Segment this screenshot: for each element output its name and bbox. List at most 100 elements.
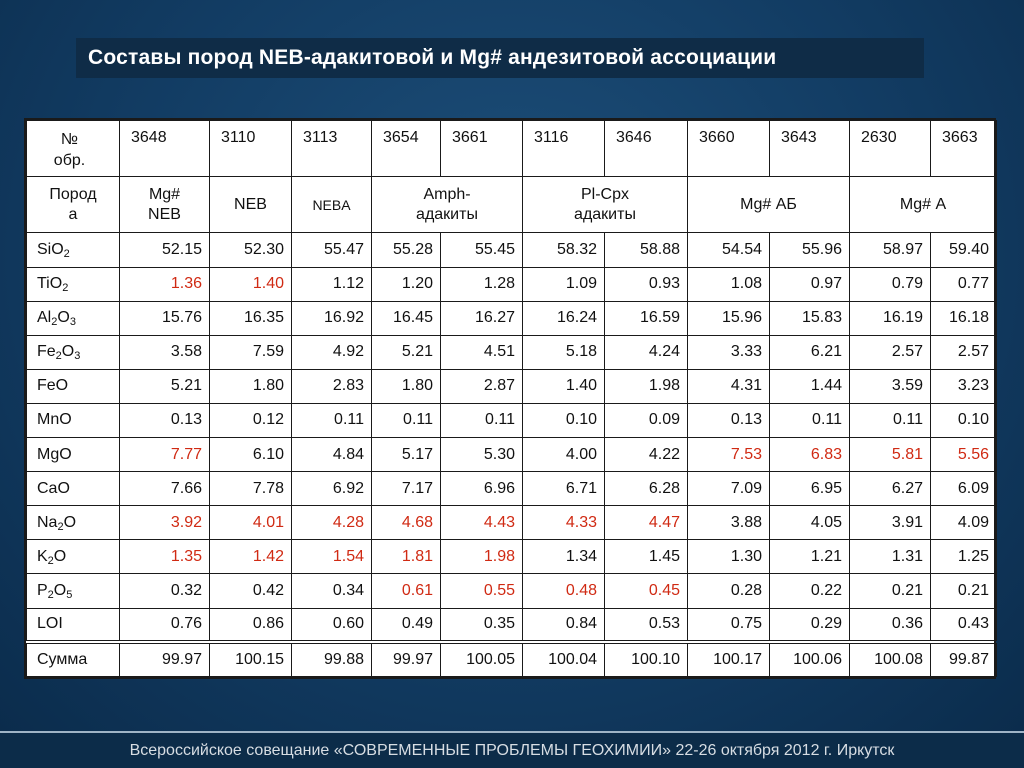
- sample-number-cell: 2630: [849, 119, 931, 178]
- sample-number-row: № обр. 3648 3110 3113 3654 3661 3116 364…: [26, 119, 997, 178]
- oxide-value-cell: 1.34: [522, 539, 605, 575]
- oxide-value-cell: 2.87: [440, 368, 523, 404]
- oxide-value-cell: 3.91: [849, 505, 931, 541]
- oxide-value-cell: 7.17: [371, 471, 441, 507]
- oxide-value-cell: 1.36: [119, 266, 210, 302]
- sample-number-cell: 3643: [769, 119, 850, 178]
- slide-footer: Всероссийское совещание «СОВРЕМЕННЫЕ ПРО…: [0, 733, 1024, 768]
- sum-cell: 99.87: [930, 640, 997, 678]
- sum-cell: 100.04: [522, 640, 605, 678]
- oxide-label-part: TiO: [37, 275, 63, 293]
- oxide-value-cell: 0.22: [769, 573, 850, 609]
- oxide-value-cell: 3.33: [687, 334, 770, 370]
- sum-cell: 100.10: [604, 640, 688, 678]
- rock-group-cell: Amph- адакиты: [371, 176, 523, 234]
- oxide-value-cell: 16.24: [522, 300, 605, 336]
- oxide-value-cell: 0.48: [522, 573, 605, 609]
- oxide-value-cell: 0.11: [440, 402, 523, 439]
- oxide-value-cell: 58.88: [604, 232, 688, 268]
- oxide-value-cell: 1.80: [371, 368, 441, 404]
- oxide-value-cell: 0.12: [209, 402, 292, 439]
- sample-number-cell: 3113: [291, 119, 372, 178]
- rock-group-cell: Mg# NEB: [119, 176, 210, 234]
- sum-cell: 99.97: [371, 640, 441, 678]
- oxide-label-part: Na: [37, 513, 58, 531]
- oxide-value-cell: 16.92: [291, 300, 372, 336]
- rock-group-line1: NEBA: [312, 196, 351, 213]
- oxide-value-cell: 0.79: [849, 266, 931, 302]
- oxide-value-cell: 0.10: [522, 402, 605, 439]
- oxide-label-part: 2: [51, 316, 58, 329]
- oxide-value-cell: 3.92: [119, 505, 210, 541]
- rock-type-row: Пород а Mg# NEB NEB NEBA Amph- адакиты P…: [26, 176, 997, 234]
- oxide-label: Na2O: [26, 505, 120, 541]
- oxide-label: SiO2: [26, 232, 120, 268]
- rock-group-line1: Mg# АБ: [740, 195, 797, 213]
- oxide-label: MgO: [26, 437, 120, 473]
- oxide-row: SiO2 52.15 52.30 55.47 55.28 55.45 58.32 58.88 5…: [26, 232, 997, 268]
- oxide-value-cell: 0.21: [849, 573, 931, 609]
- oxide-value-cell: 58.32: [522, 232, 605, 268]
- sample-number-cell: 3646: [604, 119, 688, 178]
- sample-number-cell: 3110: [209, 119, 292, 178]
- oxide-rows: SiO2 52.15 52.30 55.47 55.28 55.45 58.32 58.88 5…: [26, 232, 997, 643]
- oxide-value-cell: 1.31: [849, 539, 931, 575]
- oxide-label-part: 2: [62, 282, 69, 295]
- sum-label: Сумма: [26, 640, 120, 678]
- oxide-value-cell: 1.09: [522, 266, 605, 302]
- oxide-value-cell: 7.77: [119, 437, 210, 473]
- rock-group-line1: Mg# А: [899, 195, 947, 213]
- rock-group-cell: Mg# А: [849, 176, 997, 234]
- rock-group-cell: Pl-Cpx адакиты: [522, 176, 688, 234]
- oxide-value-cell: 3.23: [930, 368, 997, 404]
- oxide-value-cell: 54.54: [687, 232, 770, 268]
- oxide-value-cell: 1.40: [522, 368, 605, 404]
- oxide-value-cell: 4.22: [604, 437, 688, 473]
- oxide-value-cell: 6.71: [522, 471, 605, 507]
- oxide-value-cell: 0.61: [371, 573, 441, 609]
- oxide-value-cell: 4.09: [930, 505, 997, 541]
- oxide-label-part: O: [63, 513, 77, 531]
- rock-type-header-line2: а: [68, 205, 78, 223]
- oxide-value-cell: 6.09: [930, 471, 997, 507]
- oxide-value-cell: 4.24: [604, 334, 688, 370]
- rock-group-cell: NEBA: [291, 176, 372, 234]
- oxide-value-cell: 0.34: [291, 573, 372, 609]
- oxide-label-part: MgO: [37, 445, 72, 463]
- oxide-label-part: O: [53, 582, 67, 600]
- oxide-row: Fe2O3 3.58 7.59 4.92 5.21 4.51 5.18 4.24 3.33 6.2…: [26, 334, 997, 370]
- oxide-label-part: 3: [74, 350, 81, 363]
- oxide-value-cell: 55.45: [440, 232, 523, 268]
- oxide-label: TiO2: [26, 266, 120, 302]
- oxide-value-cell: 1.44: [769, 368, 850, 404]
- oxide-label-part: Al: [37, 309, 52, 327]
- oxide-value-cell: 1.25: [930, 539, 997, 575]
- oxide-value-cell: 0.28: [687, 573, 770, 609]
- rock-group-line1: Mg#: [148, 185, 181, 203]
- oxide-value-cell: 0.09: [604, 402, 688, 439]
- oxide-value-cell: 1.28: [440, 266, 523, 302]
- oxide-row: Al2O3 15.76 16.35 16.92 16.45 16.27 16.24 16.59…: [26, 300, 997, 336]
- oxide-value-cell: 5.30: [440, 437, 523, 473]
- rock-group-cell: Mg# АБ: [687, 176, 850, 234]
- sum-cell: 100.06: [769, 640, 850, 678]
- oxide-value-cell: 1.98: [440, 539, 523, 575]
- oxide-value-cell: 0.11: [371, 402, 441, 439]
- oxide-value-cell: 3.58: [119, 334, 210, 370]
- oxide-value-cell: 5.18: [522, 334, 605, 370]
- oxide-value-cell: 0.75: [687, 607, 770, 643]
- oxide-value-cell: 2.57: [930, 334, 997, 370]
- oxide-value-cell: 0.86: [209, 607, 292, 643]
- sample-number-cell: 3654: [371, 119, 441, 178]
- oxide-value-cell: 6.21: [769, 334, 850, 370]
- oxide-value-cell: 52.15: [119, 232, 210, 268]
- sum-row: Сумма 99.97 100.15 99.88 99.97 100.05 10…: [26, 640, 997, 678]
- rock-group-line2: адакиты: [416, 205, 478, 223]
- oxide-value-cell: 0.84: [522, 607, 605, 643]
- oxide-value-cell: 7.78: [209, 471, 292, 507]
- oxide-value-cell: 16.18: [930, 300, 997, 336]
- oxide-value-cell: 6.96: [440, 471, 523, 507]
- oxide-value-cell: 2.57: [849, 334, 931, 370]
- oxide-row: FeO 5.21 1.80 2.83 1.80 2.87 1.40 1.98 4.31 1.44 3…: [26, 368, 997, 404]
- sample-number-cell: 3648: [119, 119, 210, 178]
